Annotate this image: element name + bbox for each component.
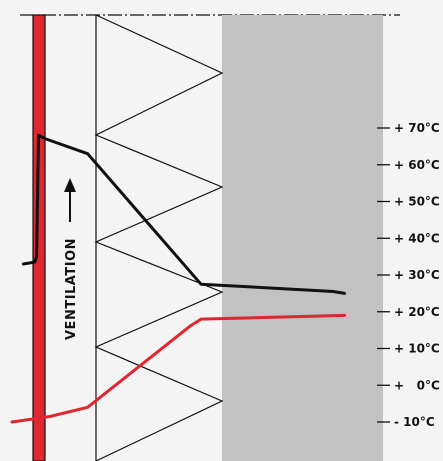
red-temperature-curve	[10, 313, 347, 424]
tick-label: + 10°C	[394, 342, 440, 356]
tick-label: + 20°C	[394, 305, 440, 319]
tick-label: + 60°C	[394, 158, 440, 172]
ventilation-label: VENTILATION	[64, 238, 79, 340]
tick-label: + 70°C	[394, 121, 440, 135]
insulation-zigzag	[94, 14, 224, 461]
tick-label: + 0°C	[394, 378, 440, 392]
temperature-curves	[10, 133, 347, 424]
grey-block	[222, 15, 383, 461]
ventilation-indicator: VENTILATION	[64, 178, 79, 340]
tick-label: + 30°C	[394, 268, 440, 282]
tick-label: - 10°C	[394, 415, 435, 429]
tick-label: + 40°C	[394, 231, 440, 245]
ventilation-arrow-icon	[64, 178, 76, 192]
red-wall	[32, 14, 46, 461]
temperature-scale: + 70°C + 60°C + 50°C + 40°C + 30°C + 20°C + 10…	[377, 121, 440, 429]
tick-label: + 50°C	[394, 195, 440, 209]
black-temperature-curve	[21, 133, 347, 295]
